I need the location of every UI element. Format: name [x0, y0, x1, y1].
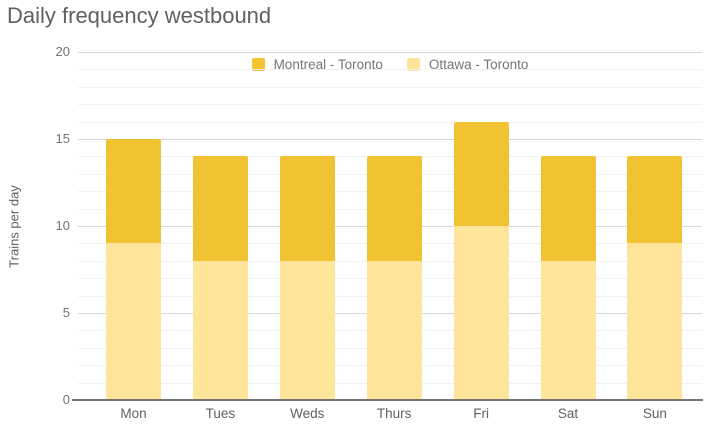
bar-segment-montreal-toronto[interactable]	[366, 156, 422, 261]
y-tick-label: 10	[55, 218, 70, 233]
x-tick-label-sat: Sat	[557, 406, 579, 421]
minor-gridline	[78, 104, 702, 106]
bar-fri	[453, 121, 509, 400]
legend-label: Montreal - Toronto	[273, 57, 383, 72]
x-axis-baseline	[72, 399, 703, 401]
bar-segment-montreal-toronto[interactable]	[540, 156, 596, 261]
legend-item-ottawa-toronto: Ottawa - Toronto	[404, 57, 531, 72]
bar-mon	[106, 139, 161, 400]
plot-area	[78, 52, 702, 400]
bar-segment-montreal-toronto[interactable]	[627, 156, 683, 244]
bar-segment-ottawa-toronto[interactable]	[366, 260, 422, 400]
bar-tues	[192, 156, 248, 400]
bar-segment-montreal-toronto[interactable]	[192, 156, 248, 261]
bar-segment-ottawa-toronto[interactable]	[627, 243, 683, 400]
chart-title: Daily frequency westbound	[7, 3, 272, 28]
x-tick-label-sun: Sun	[642, 406, 667, 421]
legend-label: Ottawa - Toronto	[428, 57, 529, 72]
bar-sat	[540, 156, 596, 400]
x-tick-label-weds: Weds	[290, 406, 325, 421]
x-tick-label-thurs: Thurs	[376, 406, 412, 421]
minor-gridline	[78, 86, 702, 88]
y-axis-title: Trains per day	[6, 185, 22, 268]
bar-segment-ottawa-toronto[interactable]	[453, 226, 509, 400]
bar-sun	[627, 156, 683, 400]
bar-segment-montreal-toronto[interactable]	[279, 156, 335, 261]
legend-item-montreal-toronto: Montreal - Toronto	[249, 57, 385, 72]
y-tick-label: 0	[62, 392, 70, 407]
bar-segment-ottawa-toronto[interactable]	[540, 260, 596, 400]
bar-segment-ottawa-toronto[interactable]	[106, 243, 161, 400]
major-gridline	[78, 139, 702, 140]
bar-weds	[279, 156, 335, 400]
y-tick-label: 15	[55, 131, 70, 146]
bar-segment-ottawa-toronto[interactable]	[192, 260, 248, 400]
x-tick-label-fri: Fri	[473, 406, 489, 421]
x-tick-label-tues: Tues	[205, 406, 236, 421]
bar-segment-montreal-toronto[interactable]	[106, 139, 161, 244]
minor-gridline	[78, 121, 702, 123]
y-tick-label: 5	[62, 305, 70, 320]
bar-segment-ottawa-toronto[interactable]	[279, 260, 335, 400]
x-tick-label-mon: Mon	[120, 406, 147, 421]
minor-gridline	[78, 69, 702, 71]
bar-thurs	[366, 156, 422, 400]
legend: Montreal - Toronto Ottawa - Toronto	[78, 57, 702, 72]
major-gridline	[78, 52, 702, 53]
y-tick-label: 20	[55, 44, 70, 59]
bar-segment-montreal-toronto[interactable]	[453, 121, 509, 226]
legend-swatch-icon	[251, 58, 265, 71]
legend-swatch-icon	[406, 58, 420, 71]
